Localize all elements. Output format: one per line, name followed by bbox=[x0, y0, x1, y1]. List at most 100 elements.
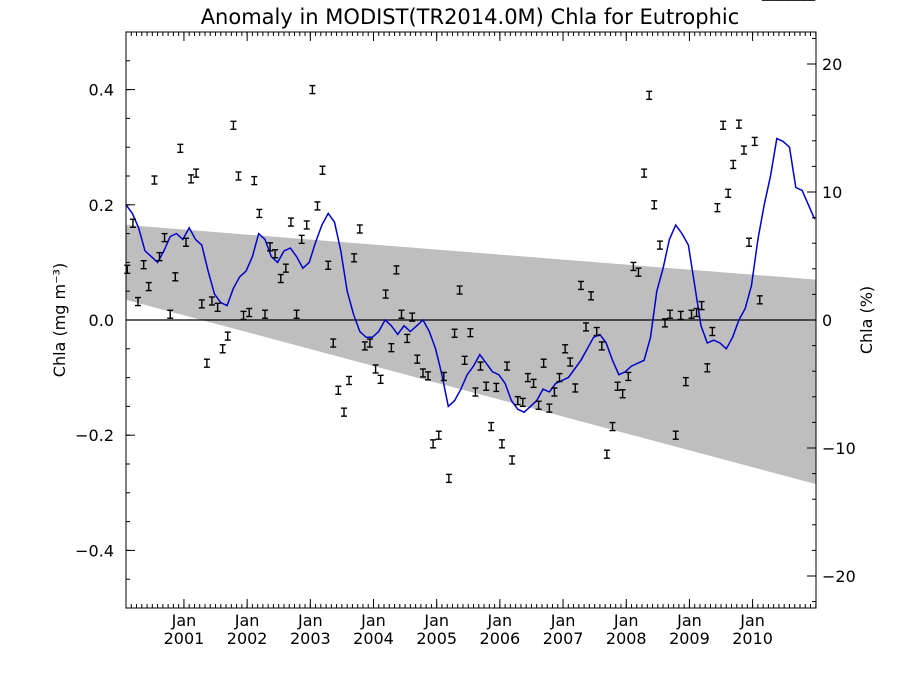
data-point bbox=[351, 253, 358, 263]
data-point bbox=[735, 119, 742, 129]
data-point bbox=[161, 232, 168, 243]
data-point bbox=[319, 165, 326, 175]
data-point bbox=[714, 202, 721, 213]
data-point bbox=[198, 299, 205, 309]
data-point bbox=[208, 296, 215, 306]
y-left-tick-label: −0.2 bbox=[75, 426, 114, 445]
data-point bbox=[372, 364, 379, 374]
data-point bbox=[625, 371, 632, 382]
data-point bbox=[477, 361, 484, 371]
data-point bbox=[588, 291, 595, 301]
data-point bbox=[698, 300, 705, 311]
data-point bbox=[414, 354, 421, 364]
y-right-tick-label: −20 bbox=[822, 567, 856, 586]
data-point bbox=[504, 361, 511, 371]
x-tick-year-label: 2006 bbox=[480, 629, 521, 648]
data-point bbox=[124, 264, 131, 275]
x-tick-month-label: Jan bbox=[487, 611, 513, 630]
data-point bbox=[730, 159, 737, 170]
data-point bbox=[404, 333, 411, 344]
y-left-tick-label: 0.2 bbox=[89, 196, 114, 215]
data-point bbox=[572, 383, 579, 393]
y-axis-left-label: Chla (mg m⁻³) bbox=[50, 263, 69, 377]
data-point bbox=[251, 175, 258, 186]
data-point bbox=[235, 171, 242, 181]
data-point bbox=[325, 260, 332, 270]
data-point bbox=[756, 295, 763, 305]
y-right-tick-label: 20 bbox=[822, 55, 842, 74]
data-point bbox=[467, 327, 474, 338]
data-point bbox=[656, 240, 663, 250]
trend-band-layer bbox=[126, 224, 816, 485]
data-point bbox=[240, 310, 247, 321]
data-point bbox=[725, 188, 732, 198]
data-point bbox=[677, 310, 684, 321]
data-point bbox=[635, 267, 642, 277]
data-point bbox=[366, 338, 373, 348]
data-point bbox=[303, 220, 310, 230]
data-point bbox=[151, 175, 158, 185]
y-left-tick-label: 0.0 bbox=[89, 311, 114, 330]
data-point bbox=[598, 341, 605, 351]
ticks-layer: 0.40.20.0−0.2−0.420100−10−20Jan2001Jan20… bbox=[75, 31, 856, 648]
x-tick-month-label: Jan bbox=[613, 611, 639, 630]
data-point bbox=[267, 242, 274, 252]
data-point bbox=[704, 363, 711, 373]
data-point bbox=[493, 382, 500, 393]
data-point bbox=[456, 285, 463, 295]
data-point bbox=[603, 449, 610, 459]
data-point bbox=[461, 355, 468, 366]
x-tick-year-label: 2004 bbox=[353, 629, 394, 648]
x-tick-year-label: 2007 bbox=[543, 629, 584, 648]
y-right-tick-label: 10 bbox=[822, 183, 842, 202]
data-point bbox=[530, 378, 537, 389]
data-point bbox=[287, 217, 294, 227]
data-point bbox=[672, 430, 679, 440]
data-point bbox=[451, 328, 458, 338]
data-point bbox=[156, 251, 163, 262]
data-point bbox=[509, 455, 516, 465]
data-point bbox=[167, 309, 174, 319]
y-left-tick-label: 0.4 bbox=[89, 81, 114, 100]
data-point bbox=[224, 331, 231, 341]
data-point bbox=[340, 407, 347, 417]
x-tick-month-label: Jan bbox=[234, 611, 260, 630]
data-point bbox=[129, 218, 136, 228]
x-tick-month-label: Jan bbox=[676, 611, 702, 630]
data-point bbox=[230, 120, 237, 131]
data-point bbox=[335, 385, 342, 395]
data-point bbox=[393, 265, 400, 275]
data-point bbox=[540, 358, 547, 368]
data-point bbox=[398, 309, 405, 319]
data-point bbox=[609, 421, 616, 432]
data-point bbox=[361, 341, 368, 351]
x-tick-year-label: 2003 bbox=[290, 629, 331, 648]
data-point bbox=[562, 344, 569, 354]
data-point bbox=[314, 201, 321, 211]
data-point bbox=[256, 208, 263, 219]
x-tick-month-label: Jan bbox=[360, 611, 386, 630]
data-point bbox=[135, 296, 142, 307]
data-point bbox=[514, 395, 521, 406]
data-point bbox=[583, 322, 589, 332]
data-point bbox=[746, 237, 753, 247]
y-right-tick-label: 0 bbox=[822, 311, 832, 330]
data-point bbox=[246, 307, 253, 318]
data-point bbox=[614, 381, 621, 391]
data-point bbox=[262, 309, 269, 319]
data-point bbox=[630, 261, 637, 272]
data-point bbox=[203, 358, 210, 368]
data-point bbox=[388, 342, 395, 353]
data-point bbox=[693, 307, 700, 318]
data-point bbox=[498, 439, 505, 449]
data-point bbox=[183, 237, 190, 247]
data-point bbox=[425, 371, 432, 381]
data-point bbox=[472, 387, 479, 397]
data-point bbox=[535, 400, 542, 410]
data-point bbox=[440, 371, 447, 382]
data-point bbox=[346, 375, 353, 386]
data-point bbox=[409, 312, 416, 322]
data-point bbox=[435, 430, 442, 440]
data-point bbox=[593, 326, 600, 337]
data-point bbox=[551, 387, 558, 397]
